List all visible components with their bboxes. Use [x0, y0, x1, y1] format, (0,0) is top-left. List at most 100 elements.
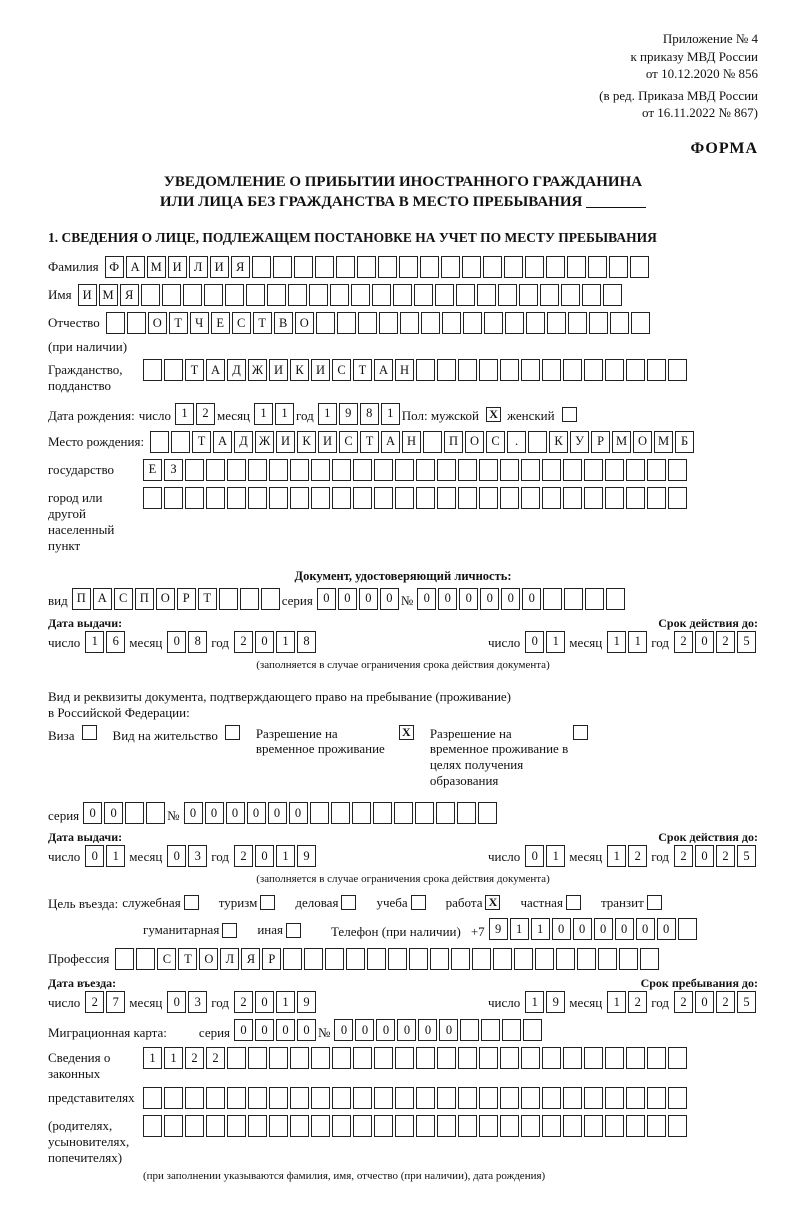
letter-box[interactable]: С: [332, 359, 351, 381]
letter-box[interactable]: [546, 256, 565, 278]
letter-box[interactable]: [430, 948, 449, 970]
letter-box[interactable]: [584, 1115, 603, 1137]
letter-box[interactable]: [227, 459, 246, 481]
letter-box[interactable]: Е: [143, 459, 162, 481]
option-residence-checkbox[interactable]: [225, 725, 240, 740]
letter-box[interactable]: [504, 256, 523, 278]
letter-box[interactable]: [502, 1019, 521, 1041]
letter-box[interactable]: [227, 1115, 246, 1137]
letter-box[interactable]: [619, 948, 638, 970]
letter-box[interactable]: 1: [607, 991, 626, 1013]
letter-box[interactable]: [146, 802, 165, 824]
letter-box[interactable]: 0: [334, 1019, 353, 1041]
letter-box[interactable]: 2: [85, 991, 104, 1013]
legalreps-boxes2[interactable]: [143, 1087, 689, 1111]
letter-box[interactable]: [500, 1047, 519, 1069]
letter-box[interactable]: [204, 284, 223, 306]
letter-box[interactable]: [206, 1087, 225, 1109]
letter-box[interactable]: 0: [525, 845, 544, 867]
letter-box[interactable]: 2: [628, 845, 647, 867]
letter-box[interactable]: [395, 1047, 414, 1069]
letter-box[interactable]: Д: [227, 359, 246, 381]
letter-box[interactable]: Р: [262, 948, 281, 970]
letter-box[interactable]: [248, 1087, 267, 1109]
letter-box[interactable]: [647, 359, 666, 381]
letter-box[interactable]: [185, 1087, 204, 1109]
letter-box[interactable]: [227, 1087, 246, 1109]
legalreps-row2[interactable]: представителях: [48, 1087, 758, 1111]
letter-box[interactable]: [647, 1087, 666, 1109]
letter-box[interactable]: 2: [185, 1047, 204, 1069]
letter-box[interactable]: 1: [318, 403, 337, 425]
letter-box[interactable]: 0: [167, 845, 186, 867]
letter-box[interactable]: 0: [636, 918, 655, 940]
letter-box[interactable]: 2: [196, 403, 215, 425]
letter-box[interactable]: М: [654, 431, 673, 453]
letter-box[interactable]: [610, 312, 629, 334]
letter-box[interactable]: [605, 1047, 624, 1069]
letter-box[interactable]: [568, 312, 587, 334]
letter-box[interactable]: И: [168, 256, 187, 278]
letter-box[interactable]: [668, 1087, 687, 1109]
letter-box[interactable]: [143, 487, 162, 509]
letter-box[interactable]: [374, 1087, 393, 1109]
letter-box[interactable]: [437, 1047, 456, 1069]
letter-box[interactable]: [416, 1047, 435, 1069]
letter-box[interactable]: 7: [106, 991, 125, 1013]
letter-box[interactable]: [584, 1087, 603, 1109]
letter-box[interactable]: И: [210, 256, 229, 278]
letter-box[interactable]: [273, 256, 292, 278]
letter-box[interactable]: 0: [85, 845, 104, 867]
letter-box[interactable]: [206, 459, 225, 481]
letter-box[interactable]: 2: [716, 991, 735, 1013]
letter-box[interactable]: [337, 312, 356, 334]
letter-box[interactable]: [164, 1115, 183, 1137]
letter-box[interactable]: [351, 284, 370, 306]
letter-box[interactable]: М: [147, 256, 166, 278]
letter-box[interactable]: 1: [607, 631, 626, 653]
letter-box[interactable]: [106, 312, 125, 334]
letter-box[interactable]: [563, 1115, 582, 1137]
letter-box[interactable]: [647, 1115, 666, 1137]
purpose-humanitarian-checkbox[interactable]: [222, 923, 237, 938]
letter-box[interactable]: [582, 284, 601, 306]
letter-box[interactable]: [332, 487, 351, 509]
letter-box[interactable]: Я: [241, 948, 260, 970]
letter-box[interactable]: [331, 802, 350, 824]
letter-box[interactable]: [547, 312, 566, 334]
letter-box[interactable]: [416, 1115, 435, 1137]
letter-box[interactable]: [521, 487, 540, 509]
letter-box[interactable]: 8: [360, 403, 379, 425]
letter-box[interactable]: [479, 1087, 498, 1109]
letter-box[interactable]: Я: [231, 256, 250, 278]
letter-box[interactable]: 2: [234, 845, 253, 867]
letter-box[interactable]: А: [93, 588, 112, 610]
letter-box[interactable]: [458, 1087, 477, 1109]
letter-box[interactable]: 0: [657, 918, 676, 940]
letter-box[interactable]: 3: [188, 845, 207, 867]
letter-box[interactable]: [460, 1019, 479, 1041]
letter-box[interactable]: Е: [211, 312, 230, 334]
letter-box[interactable]: [367, 948, 386, 970]
letter-box[interactable]: [585, 588, 604, 610]
letter-box[interactable]: [143, 1087, 162, 1109]
letter-box[interactable]: 5: [737, 991, 756, 1013]
letter-box[interactable]: И: [78, 284, 97, 306]
letter-box[interactable]: [563, 1087, 582, 1109]
letter-box[interactable]: Б: [675, 431, 694, 453]
purpose-business-checkbox[interactable]: [341, 895, 356, 910]
letter-box[interactable]: [127, 312, 146, 334]
letter-box[interactable]: [325, 948, 344, 970]
letter-box[interactable]: [421, 312, 440, 334]
letter-box[interactable]: 0: [83, 802, 102, 824]
letter-box[interactable]: 3: [188, 991, 207, 1013]
letter-box[interactable]: 2: [234, 991, 253, 1013]
